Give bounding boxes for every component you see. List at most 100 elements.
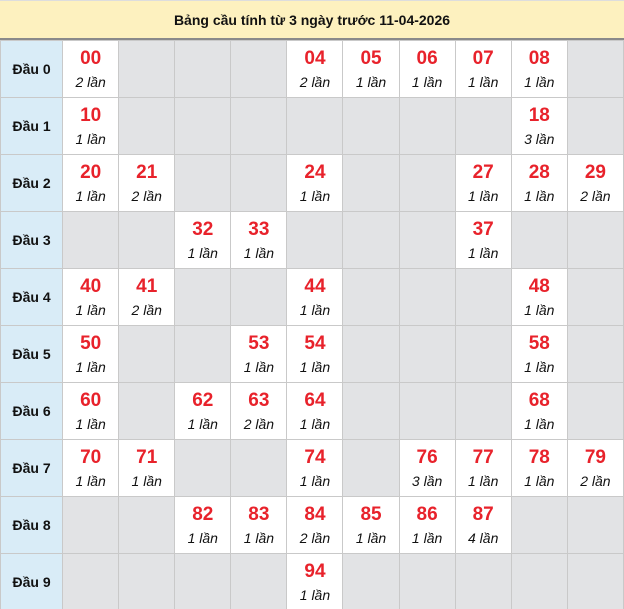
empty-cell [454,268,512,326]
number-cell: 27 1 lần [454,154,512,212]
occurrence-count: 1 lần [355,529,387,546]
number-cell: 37 1 lần [454,211,512,269]
empty-cell [342,382,400,440]
lottery-number: 84 [304,503,326,525]
empty-cell [62,496,120,554]
row-label: Đầu 2 [0,154,64,212]
occurrence-count: 1 lần [524,358,555,375]
empty-cell [174,325,232,383]
lottery-number: 64 [304,389,326,411]
empty-cell [342,325,400,383]
number-cell: 62 1 lần [174,382,232,440]
lottery-number: 21 [136,161,158,183]
empty-cell [566,553,624,609]
lottery-number: 06 [416,47,438,69]
empty-cell [454,97,512,155]
number-cell: 21 2 lần [118,154,176,212]
lottery-number: 78 [528,446,550,468]
empty-cell [454,553,512,609]
number-cell: 60 1 lần [62,382,120,440]
empty-cell [174,40,232,98]
number-cell: 86 1 lần [398,496,456,554]
lottery-number: 58 [528,332,550,354]
lottery-number: 04 [304,47,326,69]
empty-cell [118,40,176,98]
number-cell: 04 2 lần [286,40,344,98]
occurrence-count: 1 lần [355,73,387,90]
empty-cell [566,382,624,440]
occurrence-count: 1 lần [75,130,106,147]
empty-cell [398,97,456,155]
occurrence-count: 1 lần [299,472,331,489]
occurrence-count: 1 lần [468,187,499,204]
table-row: Đầu 7 70 1 lần 71 1 lần 74 1 lần 76 3 lần 77 1 lần… [0,439,624,497]
occurrence-count: 3 lần [524,130,555,147]
empty-cell [174,154,232,212]
occurrence-count: 2 lần [131,301,162,318]
empty-cell [454,325,512,383]
empty-cell [118,325,176,383]
occurrence-count: 1 lần [524,73,555,90]
row-label: Đầu 4 [0,268,64,326]
occurrence-count: 2 lần [75,73,106,90]
lottery-number: 53 [248,332,270,354]
empty-cell [230,553,288,609]
number-cell: 28 1 lần [510,154,568,212]
empty-cell [398,211,456,269]
occurrence-count: 1 lần [299,358,331,375]
empty-cell [566,325,624,383]
row-label: Đầu 6 [0,382,64,440]
number-cell: 71 1 lần [118,439,176,497]
lottery-number: 27 [472,161,494,183]
empty-cell [342,154,400,212]
row-label: Đầu 1 [0,97,64,155]
lottery-number: 54 [304,332,326,354]
number-cell: 54 1 lần [286,325,344,383]
number-cell: 05 1 lần [342,40,400,98]
lottery-number: 62 [192,389,214,411]
lottery-number: 40 [80,275,102,297]
occurrence-count: 1 lần [411,529,443,546]
empty-cell [174,553,232,609]
number-cell: 07 1 lần [454,40,512,98]
lottery-number: 07 [472,47,494,69]
row-label: Đầu 3 [0,211,64,269]
number-cell: 10 1 lần [62,97,120,155]
empty-cell [118,496,176,554]
number-cell: 77 1 lần [454,439,512,497]
lottery-number: 18 [528,104,550,126]
number-cell: 78 1 lần [510,439,568,497]
lottery-number: 79 [584,446,606,468]
number-cell: 40 1 lần [62,268,120,326]
occurrence-count: 1 lần [524,472,555,489]
occurrence-count: 2 lần [131,187,162,204]
lottery-number: 48 [528,275,550,297]
table-row: Đầu 4 40 1 lần 41 2 lần 44 1 lần 48 1 lần [0,268,624,326]
occurrence-count: 1 lần [468,244,499,261]
empty-cell [566,268,624,326]
number-cell: 94 1 lần [286,553,344,609]
occurrence-count: 2 lần [299,73,331,90]
lottery-number: 77 [472,446,494,468]
lottery-number: 74 [304,446,326,468]
empty-cell [398,268,456,326]
empty-cell [398,382,456,440]
occurrence-count: 1 lần [468,472,499,489]
lottery-number: 24 [304,161,326,183]
occurrence-count: 1 lần [524,415,555,432]
occurrence-count: 1 lần [75,301,106,318]
empty-cell [342,268,400,326]
occurrence-count: 2 lần [580,187,611,204]
empty-cell [62,211,120,269]
empty-cell [118,97,176,155]
occurrence-count: 2 lần [243,415,275,432]
empty-cell [398,325,456,383]
empty-cell [398,154,456,212]
occurrence-count: 1 lần [468,73,499,90]
empty-cell [230,40,288,98]
table-row: Đầu 5 50 1 lần 53 1 lần 54 1 lần 58 1 lần [0,325,624,383]
number-cell: 29 2 lần [566,154,624,212]
number-cell: 84 2 lần [286,496,344,554]
number-cell: 83 1 lần [230,496,288,554]
